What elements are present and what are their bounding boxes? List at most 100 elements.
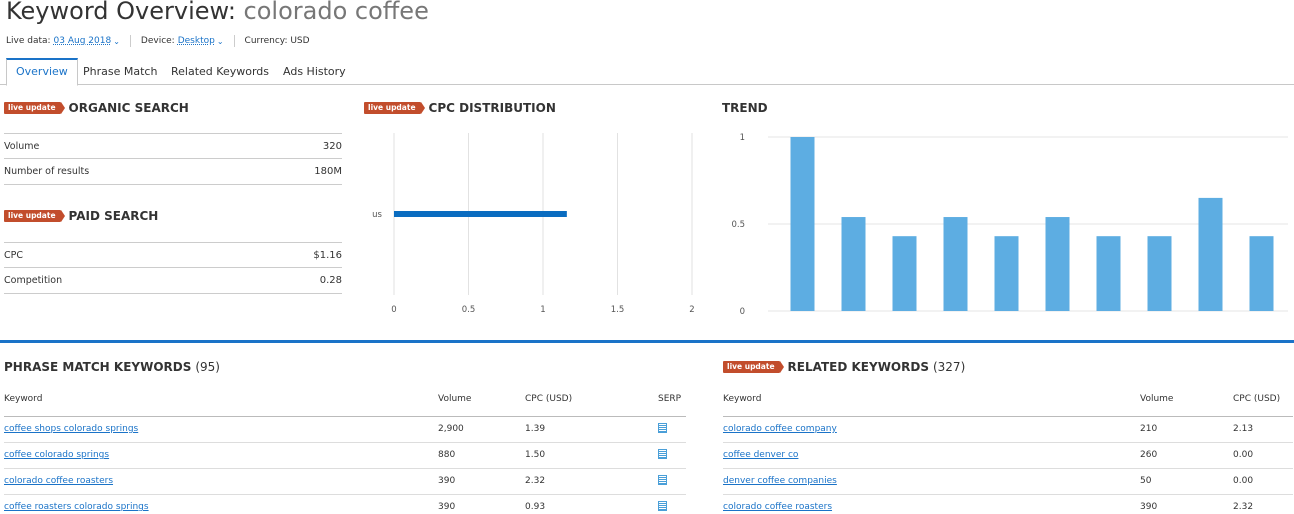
table-header-row: Keyword Volume CPC (USD)	[723, 383, 1293, 417]
trend-title: TREND	[722, 101, 768, 115]
meta-bar: Live data: 03 Aug 2018 ⌄ Device: Desktop…	[6, 35, 310, 47]
volume-cell: 390	[438, 494, 525, 514]
cpc-cell: 2.13	[1233, 416, 1293, 443]
organic-volume-row: Volume 320	[4, 133, 342, 159]
cpc-value: $1.16	[313, 249, 342, 261]
keyword-link[interactable]: colorado coffee roasters	[4, 476, 114, 486]
device-label: Device:	[140, 36, 175, 46]
volume-cell: 390	[1140, 494, 1233, 514]
cpc-distribution-chart: 0 0.5 1 1.5 2 us	[372, 133, 695, 315]
competition-value: 0.28	[319, 275, 342, 286]
bar	[1147, 236, 1172, 311]
y-tick-label: 0	[740, 307, 745, 317]
related-keywords-table: Keyword Volume CPC (USD) colorado coffee…	[723, 383, 1293, 514]
live-update-badge: live update	[4, 210, 65, 222]
live-update-badge: live update	[723, 361, 784, 373]
chevron-down-icon: ⌄	[113, 36, 120, 46]
table-row: coffee denver co 260 0.00	[723, 442, 1293, 469]
organic-results-row: Number of results 180M	[4, 159, 342, 185]
volume-label: Volume	[4, 140, 40, 152]
volume-cell: 260	[1140, 442, 1233, 469]
y-tick-label: 0.5	[731, 220, 745, 230]
cpc-distribution-title: CPC DISTRIBUTION	[428, 101, 556, 115]
trend-header: TREND	[722, 101, 768, 115]
column-header-keyword[interactable]: Keyword	[723, 383, 1140, 417]
paid-search-header: live update PAID SEARCH	[4, 209, 158, 223]
keyword-link[interactable]: coffee colorado springs	[4, 450, 110, 460]
cpc-cell: 0.93	[525, 494, 658, 514]
x-tick-label: 2	[689, 305, 694, 315]
bar	[1096, 236, 1121, 311]
table-row: coffee roasters colorado springs 390 0.9…	[4, 494, 686, 514]
divider	[233, 35, 235, 47]
bar	[841, 217, 866, 311]
cpc-distribution-header: live update CPC DISTRIBUTION	[364, 101, 556, 115]
keyword-link[interactable]: denver coffee companies	[723, 476, 837, 486]
volume-cell: 880	[438, 442, 525, 469]
bar	[1198, 197, 1223, 311]
title-keyword: colorado coffee	[243, 0, 429, 25]
serp-icon[interactable]	[658, 422, 667, 433]
x-tick-label: 0.5	[462, 305, 476, 315]
phrase-match-count: (95)	[195, 360, 220, 374]
x-tick-label: 1	[540, 305, 545, 315]
paid-search-title: PAID SEARCH	[68, 209, 159, 223]
table-row: coffee colorado springs 880 1.50	[4, 442, 686, 469]
device-selector[interactable]: Device: Desktop ⌄	[141, 36, 224, 46]
column-header-volume[interactable]: Volume	[438, 383, 525, 417]
tab-ads-history[interactable]: Ads History	[283, 65, 346, 78]
live-data-label: Live data:	[6, 36, 51, 46]
chevron-down-icon: ⌄	[216, 36, 224, 46]
table-row: colorado coffee roasters 390 2.32	[4, 468, 686, 495]
column-header-cpc[interactable]: CPC (USD)	[525, 383, 658, 417]
tab-overview[interactable]: Overview	[6, 58, 78, 86]
column-header-cpc[interactable]: CPC (USD)	[1233, 383, 1293, 417]
volume-cell: 390	[438, 468, 525, 495]
volume-cell: 210	[1140, 416, 1233, 443]
keyword-link[interactable]: coffee denver co	[723, 450, 799, 460]
live-update-badge: live update	[364, 102, 425, 114]
cpc-cell: 0.00	[1233, 468, 1293, 495]
trend-chart: 00.51	[731, 133, 1288, 317]
serp-icon[interactable]	[658, 500, 667, 511]
tab-phrase-match[interactable]: Phrase Match	[83, 65, 158, 78]
y-tick-label: us	[372, 210, 382, 220]
keyword-link[interactable]: coffee roasters colorado springs	[4, 502, 149, 512]
cpc-cell: 1.39	[525, 416, 658, 443]
cpc-cell: 2.32	[1233, 494, 1293, 514]
bar	[943, 217, 968, 311]
device-value[interactable]: Desktop	[177, 36, 215, 46]
bar	[892, 236, 917, 311]
column-header-volume[interactable]: Volume	[1140, 383, 1233, 417]
organic-search-title: ORGANIC SEARCH	[68, 101, 189, 115]
related-keywords-count: (327)	[932, 360, 966, 374]
volume-value: 320	[322, 140, 342, 152]
x-tick-label: 1.5	[611, 305, 625, 315]
live-update-badge: live update	[4, 102, 65, 114]
volume-cell: 50	[1140, 468, 1233, 495]
bar	[1045, 217, 1070, 311]
bar	[790, 137, 815, 311]
serp-icon[interactable]	[658, 474, 667, 485]
table-row: colorado coffee roasters 390 2.32	[723, 494, 1293, 514]
table-row: colorado coffee company 210 2.13	[723, 416, 1293, 443]
paid-competition-row: Competition 0.28	[4, 268, 342, 294]
keyword-link[interactable]: coffee shops colorado springs	[4, 424, 139, 434]
results-label: Number of results	[4, 166, 90, 177]
column-header-serp[interactable]: SERP	[658, 383, 686, 417]
page-title: Keyword Overview: colorado coffee	[6, 0, 429, 25]
column-header-keyword[interactable]: Keyword	[4, 383, 438, 417]
keyword-link[interactable]: colorado coffee roasters	[723, 502, 833, 512]
serp-icon[interactable]	[658, 448, 667, 459]
live-data-selector[interactable]: Live data: 03 Aug 2018 ⌄	[6, 36, 120, 46]
table-row: coffee shops colorado springs 2,900 1.39	[4, 416, 686, 443]
keyword-link[interactable]: colorado coffee company	[723, 424, 837, 434]
tab-bar: Overview Phrase Match Related Keywords A…	[0, 58, 1294, 86]
tab-related-keywords[interactable]: Related Keywords	[171, 65, 269, 78]
results-value: 180M	[314, 166, 342, 177]
paid-cpc-row: CPC $1.16	[4, 242, 342, 268]
section-divider	[0, 340, 1294, 343]
live-data-value[interactable]: 03 Aug 2018	[53, 36, 112, 46]
phrase-match-title: PHRASE MATCH KEYWORDS	[4, 360, 192, 374]
bar	[994, 236, 1019, 311]
